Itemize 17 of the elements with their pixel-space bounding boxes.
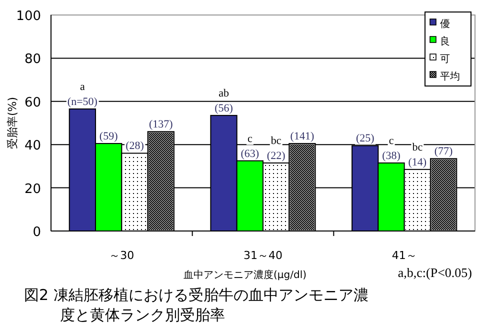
legend-label: 可 — [440, 54, 450, 65]
legend-label: 平均 — [440, 70, 460, 82]
y-tick-label: 0 — [32, 225, 41, 240]
y-tick-label: 60 — [24, 95, 41, 110]
x-tick-label: ～30 — [109, 249, 134, 262]
legend-label: 優 — [440, 19, 450, 30]
text: a,b,c:(P<0.05) — [398, 265, 472, 280]
y-tick-label: 80 — [24, 52, 41, 68]
y-axis-title: 受胎率(%) — [6, 96, 19, 150]
y-tick-label: 100 — [16, 9, 41, 24]
text: 図2 凍結胚移植における受胎牛の血中アンモニア濃度と黄体ランク別受胎率 — [24, 286, 368, 324]
y-tick-label: 40 — [24, 138, 41, 154]
x-tick-label: 41～ — [392, 249, 417, 262]
y-tick-label: 20 — [24, 182, 41, 197]
x-tick-label: 31～40 — [244, 249, 282, 262]
legend-label: 良 — [440, 36, 450, 48]
x-axis-title: 血中アンモニア濃度(μg/dl) — [183, 269, 307, 281]
